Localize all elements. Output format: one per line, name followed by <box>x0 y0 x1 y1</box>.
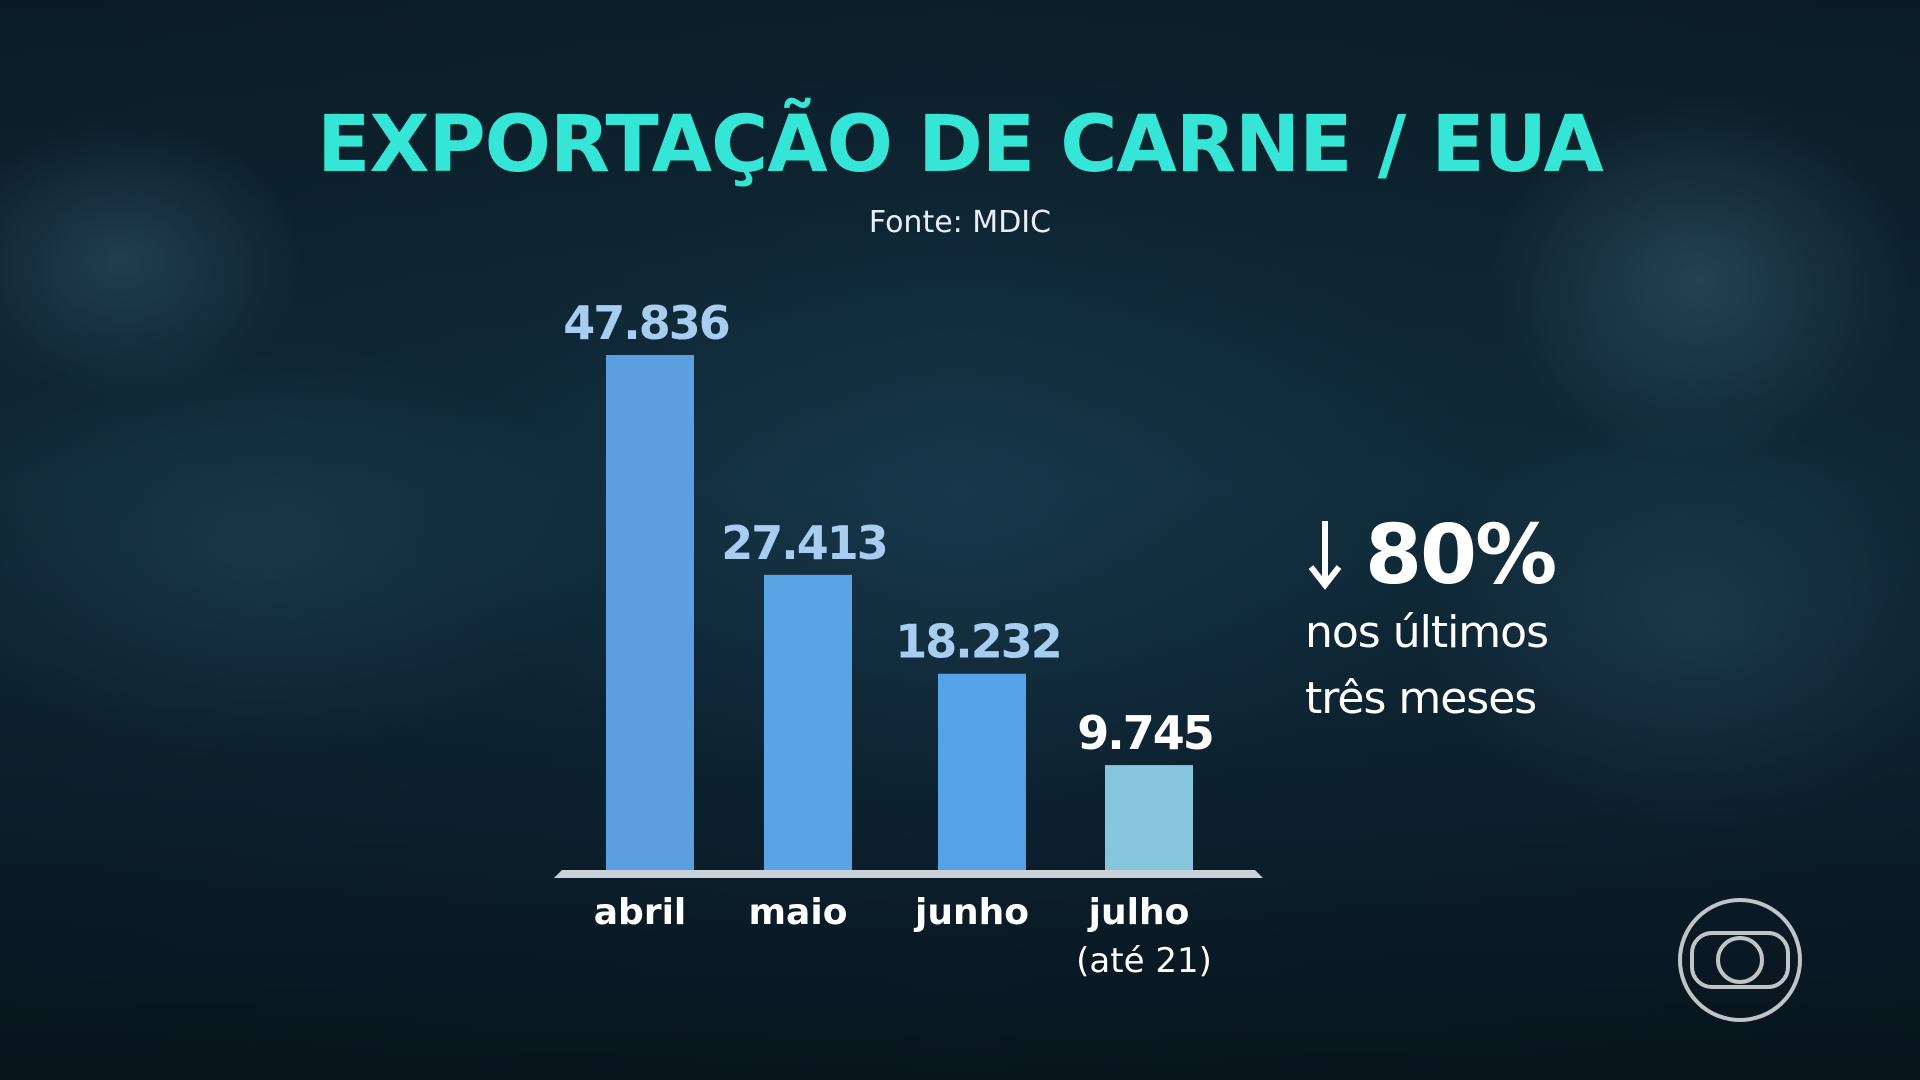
chart-source: Fonte: MDIC <box>868 205 1052 240</box>
chart-title: EXPORTAÇÃO DE CARNE / EUA <box>317 100 1604 190</box>
callout-percentage: 80% <box>1365 507 1557 603</box>
category-label-abril: abril <box>594 892 687 933</box>
bar-abril <box>606 355 694 870</box>
category-label-maio: maio <box>749 892 848 933</box>
bar-maio <box>764 574 852 870</box>
category-label-julho: julho <box>1087 892 1190 933</box>
category-note-julho: (até 21) <box>1076 941 1212 981</box>
callout-line-2: três meses <box>1305 673 1537 724</box>
callout-main: 80% <box>1305 507 1665 603</box>
bar-junho <box>938 673 1026 870</box>
callout-line-1: nos últimos <box>1305 607 1549 658</box>
value-label-julho: 9.745 <box>1077 706 1213 760</box>
value-label-abril: 47.836 <box>563 296 729 350</box>
change-callout: 80% nos últimos três meses <box>1305 507 1665 732</box>
down-arrow-icon <box>1308 521 1342 590</box>
value-label-junho: 18.232 <box>895 615 1061 669</box>
category-label-junho: junho <box>913 892 1029 933</box>
value-label-maio: 27.413 <box>721 516 887 570</box>
axis-baseline <box>554 870 1263 878</box>
bar-julho <box>1105 765 1193 870</box>
globo-logo-icon <box>1678 898 1802 1022</box>
